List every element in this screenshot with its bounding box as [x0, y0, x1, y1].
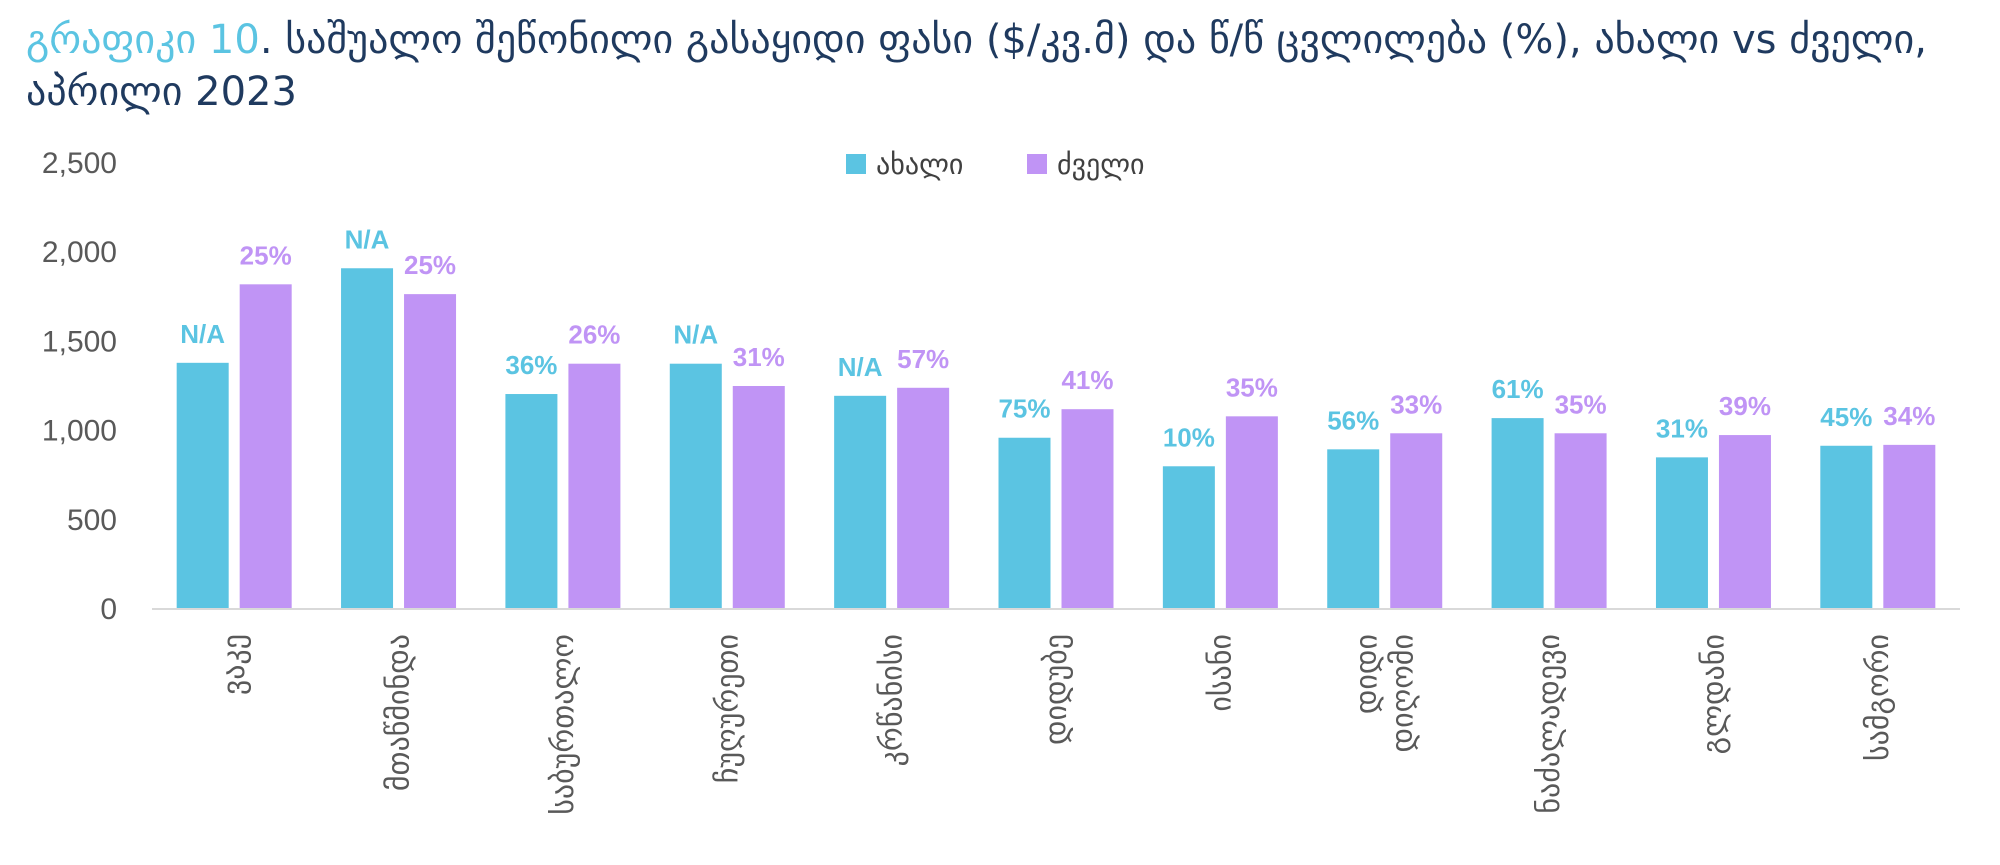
data-label: 33% — [1390, 389, 1442, 419]
y-axis-ticks: 0 500 1,000 1,500 2,000 2,500 — [42, 147, 117, 626]
bar-group — [1655, 435, 1771, 609]
bar-old — [1718, 435, 1771, 609]
legend-item: ახალი — [846, 148, 963, 181]
data-label: 45% — [1820, 402, 1872, 432]
bar-new — [669, 363, 722, 609]
legend: ახალი ძველი — [846, 148, 1145, 181]
legend-item: ძველი — [1027, 148, 1145, 181]
data-label: 57% — [897, 344, 949, 374]
y-tick-label: 1,000 — [42, 415, 117, 448]
bar-new — [1162, 466, 1215, 609]
data-label: 61% — [1492, 374, 1544, 404]
data-label: N/A — [180, 319, 225, 349]
data-label: 10% — [1163, 422, 1215, 452]
y-tick-label: 500 — [67, 504, 117, 537]
bar-new — [998, 437, 1051, 609]
data-label: 41% — [1061, 365, 1113, 395]
y-tick-label: 2,000 — [42, 236, 117, 269]
category-label: დიდი — [1350, 634, 1385, 714]
bar-new — [834, 395, 887, 609]
category-label: დიღომი — [1386, 634, 1421, 752]
bar-group — [1491, 418, 1607, 609]
bar-new — [1491, 418, 1544, 609]
data-labels: N/A 25% N/A 25% 36% 26% N/A 31% N/A 57% 75% 41% 10% 3… — [180, 224, 1935, 452]
bar-new — [1327, 449, 1380, 609]
category-label: ჩუღურეთი — [710, 634, 745, 783]
bar-old — [404, 294, 457, 609]
bar-old — [568, 363, 621, 609]
bar-old — [239, 284, 292, 609]
bar-new — [341, 268, 394, 609]
bar-new — [1820, 445, 1873, 609]
bar-old — [1225, 416, 1278, 609]
data-label: N/A — [345, 224, 390, 254]
y-tick-label: 1,500 — [42, 325, 117, 358]
category-label: გლდანი — [1696, 634, 1731, 754]
bar-group — [1820, 444, 1936, 609]
bar-group — [1162, 416, 1278, 609]
bar-old — [897, 387, 950, 609]
chart-title-text: . საშუალო შეწონილი გასაყიდი ფასი ($/კვ.მ… — [26, 17, 1927, 115]
legend-label: ახალი — [876, 148, 963, 181]
bar-group — [834, 387, 950, 609]
bar-group — [176, 284, 292, 609]
chart-title: გრაფიკი 10. საშუალო შეწონილი გასაყიდი ფა… — [26, 14, 1986, 118]
data-label: 35% — [1226, 372, 1278, 402]
category-label: ნაძალადევი — [1532, 634, 1567, 814]
y-tick-label: 0 — [100, 593, 117, 626]
legend-swatch — [1027, 154, 1047, 174]
data-label: 75% — [998, 394, 1050, 424]
category-labels: ვაკე მთაწმინდა საბურთალო ჩუღურეთი კრწანისი დი… — [217, 634, 1896, 815]
bar-group — [341, 268, 457, 609]
legend-swatch — [846, 154, 866, 174]
bar-old — [1554, 433, 1607, 609]
bar-new — [176, 362, 229, 609]
data-label: 31% — [1656, 413, 1708, 443]
data-label: 36% — [505, 350, 557, 380]
data-label: 56% — [1327, 405, 1379, 435]
data-label: 31% — [733, 342, 785, 372]
data-label: 25% — [404, 250, 456, 280]
category-label: სამგორი — [1861, 634, 1896, 761]
bar-old — [1883, 444, 1936, 609]
bar-group — [669, 363, 785, 609]
data-label: 26% — [568, 320, 620, 350]
category-label: მთაწმინდა — [382, 634, 417, 791]
category-label: კრწანისი — [875, 634, 910, 766]
data-label: 25% — [240, 240, 292, 270]
bar-new — [505, 394, 558, 609]
data-label: 34% — [1883, 401, 1935, 431]
category-label: დიდუბე — [1039, 634, 1074, 745]
category-label: ვაკე — [217, 634, 252, 695]
data-label: N/A — [838, 352, 883, 382]
data-label: 39% — [1719, 391, 1771, 421]
category-label: ისანი — [1203, 634, 1238, 712]
legend-label: ძველი — [1057, 148, 1145, 181]
y-tick-label: 2,500 — [42, 147, 117, 180]
data-label: N/A — [673, 320, 718, 350]
bar-new — [1655, 457, 1708, 609]
bar-group — [998, 409, 1114, 609]
bar-group — [1327, 433, 1443, 609]
bar-old — [1061, 409, 1114, 609]
bar-group — [505, 363, 621, 609]
data-label: 35% — [1555, 389, 1607, 419]
bar-old — [1390, 433, 1443, 609]
chart-title-prefix: გრაფიკი 10 — [26, 17, 260, 63]
bar-old — [732, 386, 785, 609]
category-label: საბურთალო — [546, 634, 581, 815]
bars — [176, 268, 1936, 609]
